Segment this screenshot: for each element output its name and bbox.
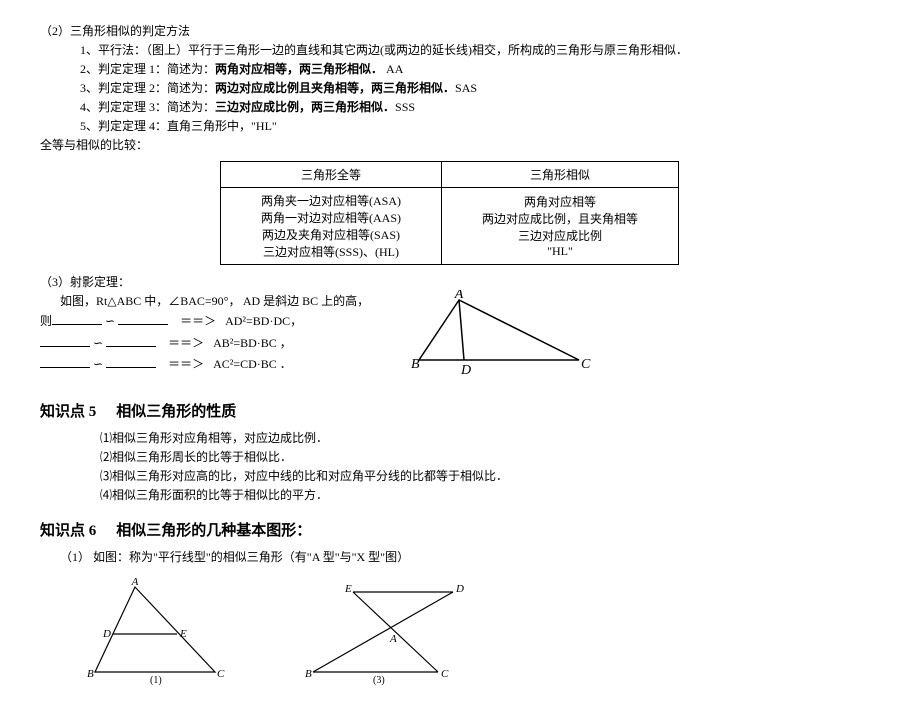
blank <box>52 312 102 325</box>
th-congruent: 三角形全等 <box>221 162 442 188</box>
cell-right: 两角对应相等 两边对应成比例，且夹角相等 三边对应成比例 "HL" <box>442 188 679 265</box>
kp5-p1: ⑴相似三角形对应角相等，对应边成比例． <box>100 429 880 446</box>
kp5-p2: ⑵相似三角形周长的比等于相似比． <box>100 448 880 465</box>
item-4: 4、判定定理 3：简述为：三边对应成比例，两三角形相似．SSS <box>80 98 880 115</box>
section-2-title: （2）三角形相似的判定方法 <box>40 22 880 39</box>
item-2-bold: 两角对应相等，两三角形相似． <box>215 62 383 76</box>
kp5-title: 知识点 5 相似三角形的性质 <box>40 400 880 421</box>
r1c1: 两角夹一边对应相等(ASA) <box>261 192 401 209</box>
r4c2: "HL" <box>482 244 638 259</box>
r4c1: 三边对应相等(SSS)、(HL) <box>261 243 401 260</box>
then-label: 则 <box>40 314 52 328</box>
label-a: A <box>454 290 464 302</box>
label-d: D <box>460 363 471 378</box>
arrow: ＝＝＞ <box>168 357 204 371</box>
projection-line1: 如图，Rt△ABC 中，∠BAC=90°， AD 是斜边 BC 上的高， <box>60 292 369 309</box>
compare-table: 三角形全等三角形相似 两角夹一边对应相等(ASA) 两角一对边对应相等(AAS)… <box>220 161 679 265</box>
r3c1: 两边及夹角对应相等(SAS) <box>261 226 401 243</box>
blank <box>40 355 90 368</box>
item-1: 1、平行法：（图上）平行于三角形一边的直线和其它两边(或两边的延长线)相交，所构… <box>80 41 880 58</box>
kp5-p4: ⑷相似三角形面积的比等于相似比的平方． <box>100 486 880 503</box>
lbl-e: E <box>344 583 352 595</box>
figures-row: A B C D E (1) E D A B C (3) <box>80 577 880 691</box>
r2c2: 两边对应成比例，且夹角相等 <box>482 210 638 227</box>
lbl-c: C <box>217 668 225 680</box>
kp5-text: 相似三角形的性质 <box>116 404 236 420</box>
item-4-prefix: 4、判定定理 3：简述为： <box>80 100 215 114</box>
projection-figure: A B C D <box>399 290 599 384</box>
section-3-title: （3）射影定理： <box>40 273 880 290</box>
item-3-suffix: SAS <box>455 81 477 95</box>
kp6-num: 知识点 6 <box>40 523 96 539</box>
kp5-p3: ⑶相似三角形对应高的比，对应中线的比和对应角平分线的比都等于相似比． <box>100 467 880 484</box>
r2c1: 两角一对边对应相等(AAS) <box>261 209 401 226</box>
label-c: C <box>581 357 591 372</box>
blank <box>40 334 90 347</box>
lbl-d: D <box>455 583 464 595</box>
kp6-text: 相似三角形的几种基本图形： <box>116 523 311 539</box>
triangle-svg: A B C D <box>399 290 599 380</box>
lbl-b: B <box>87 668 94 680</box>
kp6-title: 知识点 6 相似三角形的几种基本图形： <box>40 519 880 540</box>
cell-left: 两角夹一边对应相等(ASA) 两角一对边对应相等(AAS) 两边及夹角对应相等(… <box>221 188 442 265</box>
kp6-p1: （1） 如图：称为"平行线型"的相似三角形（有"A 型"与"X 型"图） <box>60 548 880 565</box>
f2: AB²=BD·BC ， <box>213 336 292 350</box>
lbl-b: B <box>305 668 312 680</box>
r1c2: 两角对应相等 <box>482 193 638 210</box>
kp5-num: 知识点 5 <box>40 404 96 420</box>
blank <box>118 312 168 325</box>
lbl-a: A <box>131 577 139 588</box>
item-4-bold: 三边对应成比例，两三角形相似． <box>215 100 395 114</box>
item-3-prefix: 3、判定定理 2：简述为： <box>80 81 215 95</box>
figure-3: E D A B C (3) <box>293 577 473 691</box>
fig1-num: (1) <box>150 675 162 686</box>
lbl-d: D <box>102 628 111 640</box>
lbl-e: E <box>179 628 187 640</box>
lbl-a: A <box>389 633 397 645</box>
compare-title: 全等与相似的比较： <box>40 136 880 153</box>
item-2: 2、判定定理 1：简述为：两角对应相等，两三角形相似． AA <box>80 60 880 77</box>
f3: AC²=CD·BC ． <box>213 357 292 371</box>
f1: AD²=BD·DC， <box>225 314 302 328</box>
item-2-prefix: 2、判定定理 1：简述为： <box>80 62 215 76</box>
formula-block: 则 ∽ ＝＝＞ AD²=BD·DC， ∽ ＝＝＞ AB²=BD·BC ， ∽ ＝… <box>40 311 369 376</box>
lbl-c: C <box>441 668 449 680</box>
item-3: 3、判定定理 2：简述为：两边对应成比例且夹角相等，两三角形相似．SAS <box>80 79 880 96</box>
item-5: 5、判定定理 4：直角三角形中，"HL" <box>80 117 880 134</box>
item-3-bold: 两边对应成比例且夹角相等，两三角形相似． <box>215 81 455 95</box>
th-similar: 三角形相似 <box>442 162 679 188</box>
item-4-suffix: SSS <box>395 100 415 114</box>
arrow: ＝＝＞ <box>168 336 204 350</box>
blank <box>106 355 156 368</box>
arrow: ＝＝＞ <box>180 314 216 328</box>
label-b: B <box>411 357 420 372</box>
figure-1: A B C D E (1) <box>80 577 230 691</box>
blank <box>106 334 156 347</box>
fig3-num: (3) <box>373 675 385 686</box>
r3c2: 三边对应成比例 <box>482 227 638 244</box>
item-2-suffix: AA <box>383 62 403 76</box>
